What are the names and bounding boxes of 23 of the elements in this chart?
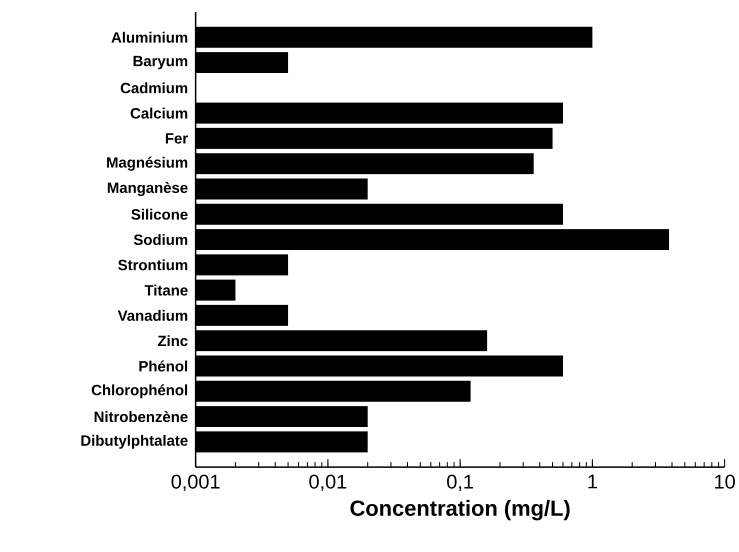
y-tick-label: Calcium [130,108,188,119]
y-tick-label: Chlorophénol [92,384,188,398]
y-tick-label: Sodium [134,234,188,246]
y-tick-label: Baryum [134,56,188,70]
y-tick-label: Nitrobenzène [94,411,188,422]
y-tick-label: Phénol [139,360,188,372]
y-tick-label: Cadmium [120,82,188,94]
x-tick-label: 0,01 [309,474,346,492]
x-tick-label: 10 [715,474,735,489]
y-tick-label: Zinc [158,335,188,346]
y-tick-label: Silicone [131,208,188,220]
y-tick-label: Vanadium [118,310,188,321]
y-tick-label: Aluminium [111,32,188,43]
y-tick-label: Strontium [118,259,188,270]
y-tick-label: Fer [166,133,188,144]
y-tick-label: Magnésium [107,156,188,171]
y-tick-label: Titane [144,284,188,296]
x-axis-title: Concentration (mg/L) [350,500,570,520]
x-tick-label: 0,1 [447,474,473,492]
x-tick-label: 1 [588,474,597,488]
y-tick-label: Dibutylphtalate [81,434,188,449]
y-tick-label: Manganèse [108,182,188,196]
x-tick-label: 0,001 [172,474,220,492]
